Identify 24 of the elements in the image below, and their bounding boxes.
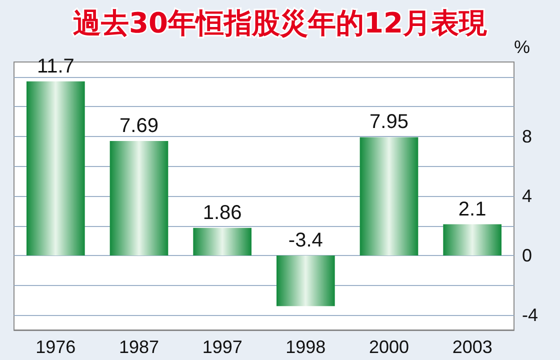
y-tick-label: 4	[522, 186, 532, 206]
data-label: -3.4	[288, 230, 323, 252]
bar	[193, 228, 252, 256]
data-label: 1.86	[202, 202, 242, 224]
x-tick-label: 1976	[36, 337, 76, 357]
y-tick-label: -4	[522, 305, 538, 326]
data-label: 2.1	[458, 198, 486, 220]
y-axis-title: %	[514, 37, 530, 57]
x-tick-label: 1997	[202, 337, 242, 357]
chart-title: 過去30年恒指股災年的12月表現	[73, 6, 488, 40]
bar	[110, 141, 168, 256]
y-tick-label: 8	[522, 126, 532, 146]
bar	[360, 137, 418, 256]
bar	[276, 256, 335, 306]
x-tick-label: 2003	[452, 337, 492, 357]
bar	[443, 224, 502, 256]
x-tick-label: 2000	[368, 337, 410, 357]
x-tick-label: 1998	[286, 337, 326, 357]
data-label: 11.7	[36, 55, 74, 78]
bar	[26, 81, 85, 256]
y-tick-label: 0	[522, 246, 532, 266]
data-label: 7.69	[120, 115, 158, 138]
data-label: 7.95	[370, 111, 408, 134]
x-tick-label: 1987	[118, 337, 160, 357]
